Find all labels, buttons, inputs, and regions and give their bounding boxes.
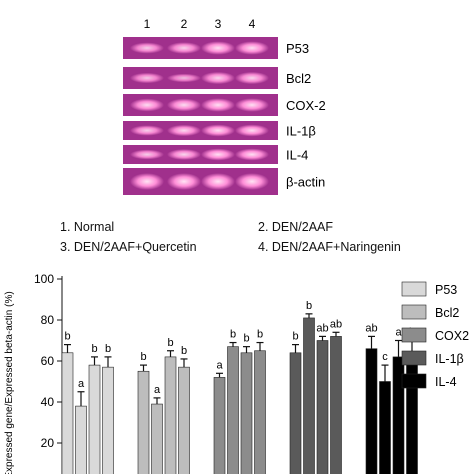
gel-band — [167, 42, 201, 54]
y-tick-label: 20 — [41, 436, 55, 450]
bar-IL-4-lane-1 — [365, 348, 378, 474]
y-tick-label: 60 — [41, 354, 55, 368]
bar-P53-lane-3 — [88, 364, 101, 474]
gel-band — [201, 173, 235, 190]
gel-band — [235, 173, 269, 190]
significance-letter: b — [64, 331, 70, 343]
significance-letter: a — [154, 384, 161, 396]
significance-letter: b — [91, 343, 97, 355]
legend-label-IL-1β: IL-1β — [435, 352, 464, 366]
bar-P53-lane-1 — [61, 352, 74, 474]
gel-band — [235, 71, 269, 85]
gel-row-label: COX-2 — [286, 98, 326, 113]
legend-label-IL-4: IL-4 — [435, 375, 457, 389]
gel-band — [167, 98, 201, 112]
significance-letter: a — [216, 359, 223, 371]
lane-legend-item-3: 3. DEN/2AAF+Quercetin — [60, 240, 197, 254]
gel-band — [167, 124, 201, 137]
gel-band — [201, 148, 235, 161]
significance-letter: b — [292, 331, 298, 343]
lane-legend-item-2: 2. DEN/2AAF — [258, 220, 334, 234]
bar-IL-1β-lane-4 — [330, 336, 342, 474]
gel-band — [201, 98, 235, 112]
lane-number-3: 3 — [215, 17, 222, 31]
bar-Bcl2-lane-1 — [137, 370, 150, 474]
legend-swatch-IL-1β — [401, 350, 427, 366]
significance-letter: ab — [365, 322, 377, 334]
significance-letter: b — [181, 345, 187, 357]
significance-letter: b — [306, 300, 312, 312]
gel-band — [130, 125, 164, 136]
gel-row-label: IL-4 — [286, 148, 308, 163]
bar-COX2-lane-3 — [240, 352, 253, 474]
gel-band — [235, 148, 269, 161]
gel-band — [235, 124, 269, 137]
legend-label-Bcl2: Bcl2 — [435, 306, 459, 320]
bar-Bcl2-lane-3 — [164, 356, 177, 474]
significance-letter: b — [230, 329, 236, 341]
significance-letter: b — [167, 337, 173, 349]
gel-band — [167, 173, 201, 190]
significance-letter: b — [140, 351, 146, 363]
gel-band — [235, 41, 269, 55]
significance-letter: ab — [316, 322, 328, 334]
y-axis-label: Expressed gene/Expressed beta-actin (%) — [4, 291, 15, 474]
bar-P53-lane-4 — [102, 366, 114, 474]
gel-band — [130, 42, 164, 54]
gel-band — [167, 149, 201, 160]
significance-letter: a — [78, 378, 85, 390]
gel-row-label: P53 — [286, 41, 309, 56]
bar-IL-4-lane-4 — [406, 352, 418, 474]
bar-IL-4-lane-2 — [379, 381, 391, 474]
y-tick-label: 100 — [34, 272, 54, 286]
bar-IL-1β-lane-1 — [289, 352, 302, 474]
legend-swatch-COX2 — [401, 327, 427, 343]
significance-letter: b — [105, 343, 111, 355]
legend-label-P53: P53 — [435, 283, 457, 297]
gel-band — [167, 73, 201, 83]
legend-label-COX2: COX2 — [435, 329, 469, 343]
significance-letter: c — [382, 351, 388, 363]
rt-pcr-gel-image: 1 2 3 4 P53 Bcl2 COX-2 IL-1β IL-4 β-actin — [123, 17, 326, 195]
gel-band — [130, 173, 164, 190]
significance-letter: ab — [330, 318, 342, 330]
lane-legend-item-1: 1. Normal — [60, 220, 115, 234]
lane-number-4: 4 — [249, 17, 256, 31]
gel-band — [201, 71, 235, 85]
legend-swatch-Bcl2 — [401, 304, 427, 320]
gel-row-label: IL-1β — [286, 124, 316, 139]
gel-band — [130, 72, 164, 84]
lane-legend-item-4: 4. DEN/2AAF+Naringenin — [258, 240, 401, 254]
significance-letter: b — [243, 333, 249, 345]
gel-band — [235, 98, 269, 112]
bar-IL-1β-lane-2 — [303, 317, 315, 474]
significance-letter: a — [395, 327, 402, 339]
bar-IL-1β-lane-3 — [316, 340, 329, 474]
bar-COX2-lane-4 — [254, 350, 266, 474]
gel-band — [130, 98, 164, 112]
legend-swatch-IL-4 — [401, 373, 427, 389]
gel-band — [130, 149, 164, 160]
bar-P53-lane-2 — [75, 405, 87, 474]
significance-letter: b — [257, 329, 263, 341]
gel-band — [201, 124, 235, 137]
gel-row-label: β-actin — [286, 175, 325, 190]
bar-Bcl2-lane-4 — [178, 366, 190, 474]
bar-Bcl2-lane-2 — [151, 403, 163, 474]
bar-COX2-lane-1 — [213, 377, 226, 474]
lane-number-1: 1 — [144, 17, 151, 31]
gel-row-label: Bcl2 — [286, 71, 311, 86]
lane-number-2: 2 — [181, 17, 188, 31]
y-tick-label: 80 — [41, 313, 55, 327]
gel-band — [201, 41, 235, 55]
legend-swatch-P53 — [401, 281, 427, 297]
bar-COX2-lane-2 — [227, 346, 239, 474]
lane-legend: 1. Normal 2. DEN/2AAF 3. DEN/2AAF+Querce… — [60, 220, 401, 254]
y-tick-label: 40 — [41, 395, 55, 409]
